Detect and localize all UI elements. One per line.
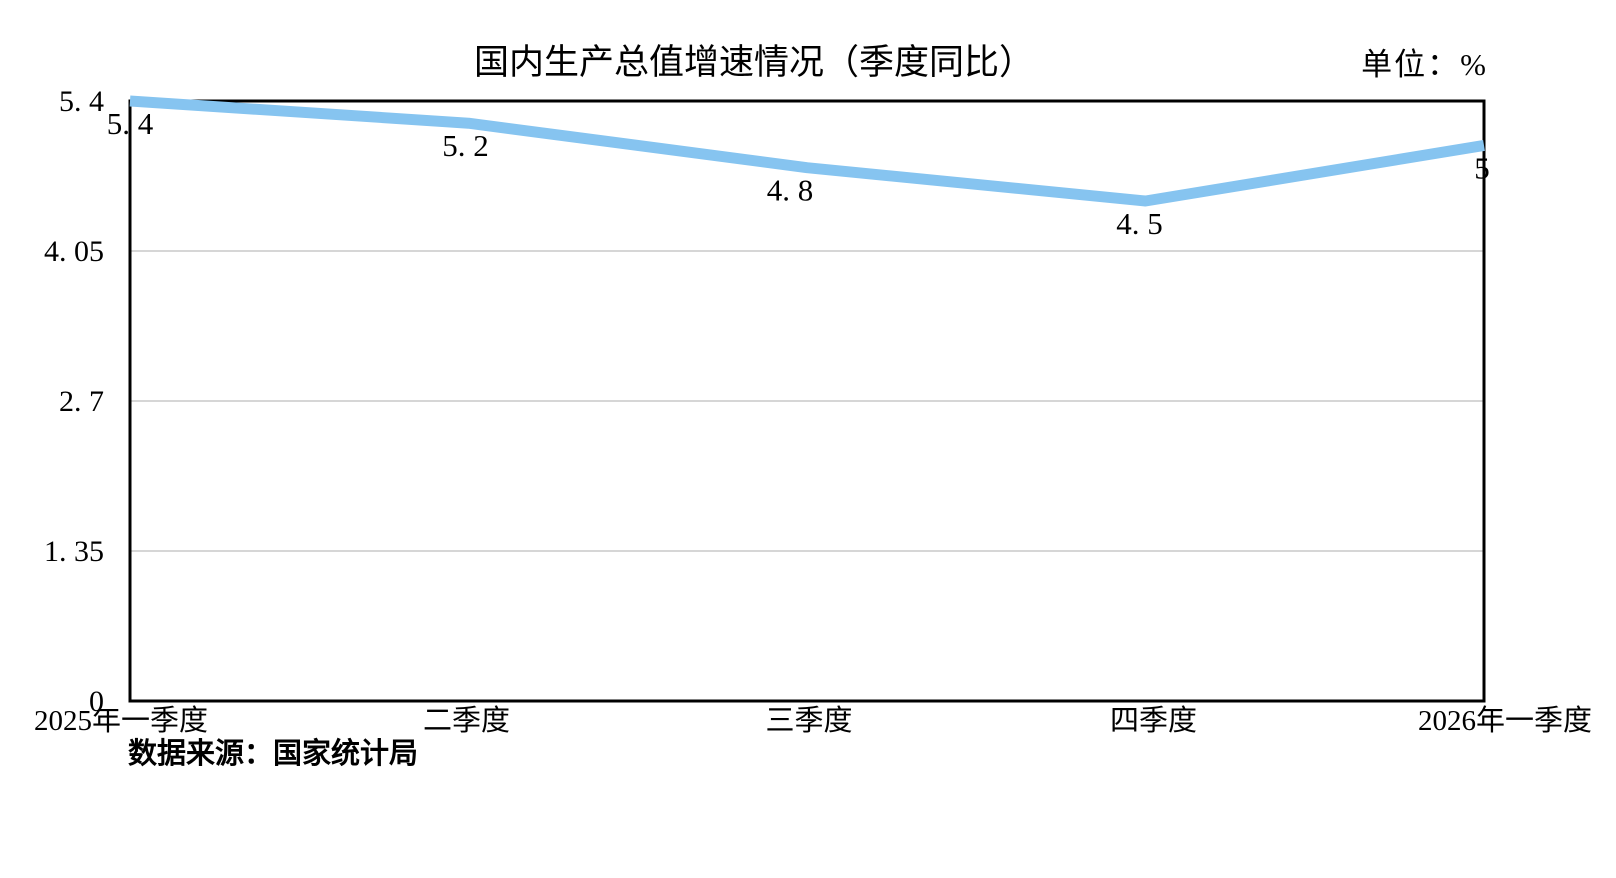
gdp-growth-line <box>129 95 1485 207</box>
y-axis-tick-label: 1. 35 <box>44 535 104 568</box>
y-axis-tick-label: 2. 7 <box>59 385 104 418</box>
chart-title: 国内生产总值增速情况（季度同比） <box>474 43 1034 82</box>
x-axis-labels: 2025年一季度 二季度 三季度 四季度 2026年一季度 <box>34 704 1592 737</box>
y-axis-labels: 5. 4 4. 05 2. 7 1. 35 0 <box>44 85 104 718</box>
y-axis-tick-label: 0 <box>89 685 104 718</box>
x-axis-tick-label: 2026年一季度 <box>1418 704 1592 737</box>
data-label: 4. 5 <box>1116 206 1163 241</box>
data-source-note: 数据来源：国家统计局 <box>128 736 418 770</box>
data-label: 5. 2 <box>442 128 489 163</box>
plot-border <box>128 99 1486 703</box>
data-labels: 5. 4 5. 2 4. 8 4. 5 5 <box>107 106 1490 241</box>
y-axis-tick-label: 4. 05 <box>44 235 104 268</box>
x-axis-tick-label: 四季度 <box>1110 704 1197 737</box>
data-label: 5 <box>1474 150 1490 185</box>
x-axis-tick-label: 二季度 <box>423 704 510 737</box>
x-axis-tick-label: 2025年一季度 <box>34 704 208 737</box>
y-axis-tick-label: 5. 4 <box>59 85 104 118</box>
gridlines <box>130 250 1484 552</box>
data-label: 4. 8 <box>767 173 814 208</box>
unit-label: 单位：% <box>1361 47 1488 82</box>
x-axis-tick-label: 三季度 <box>765 704 852 737</box>
data-label: 5. 4 <box>107 106 154 141</box>
